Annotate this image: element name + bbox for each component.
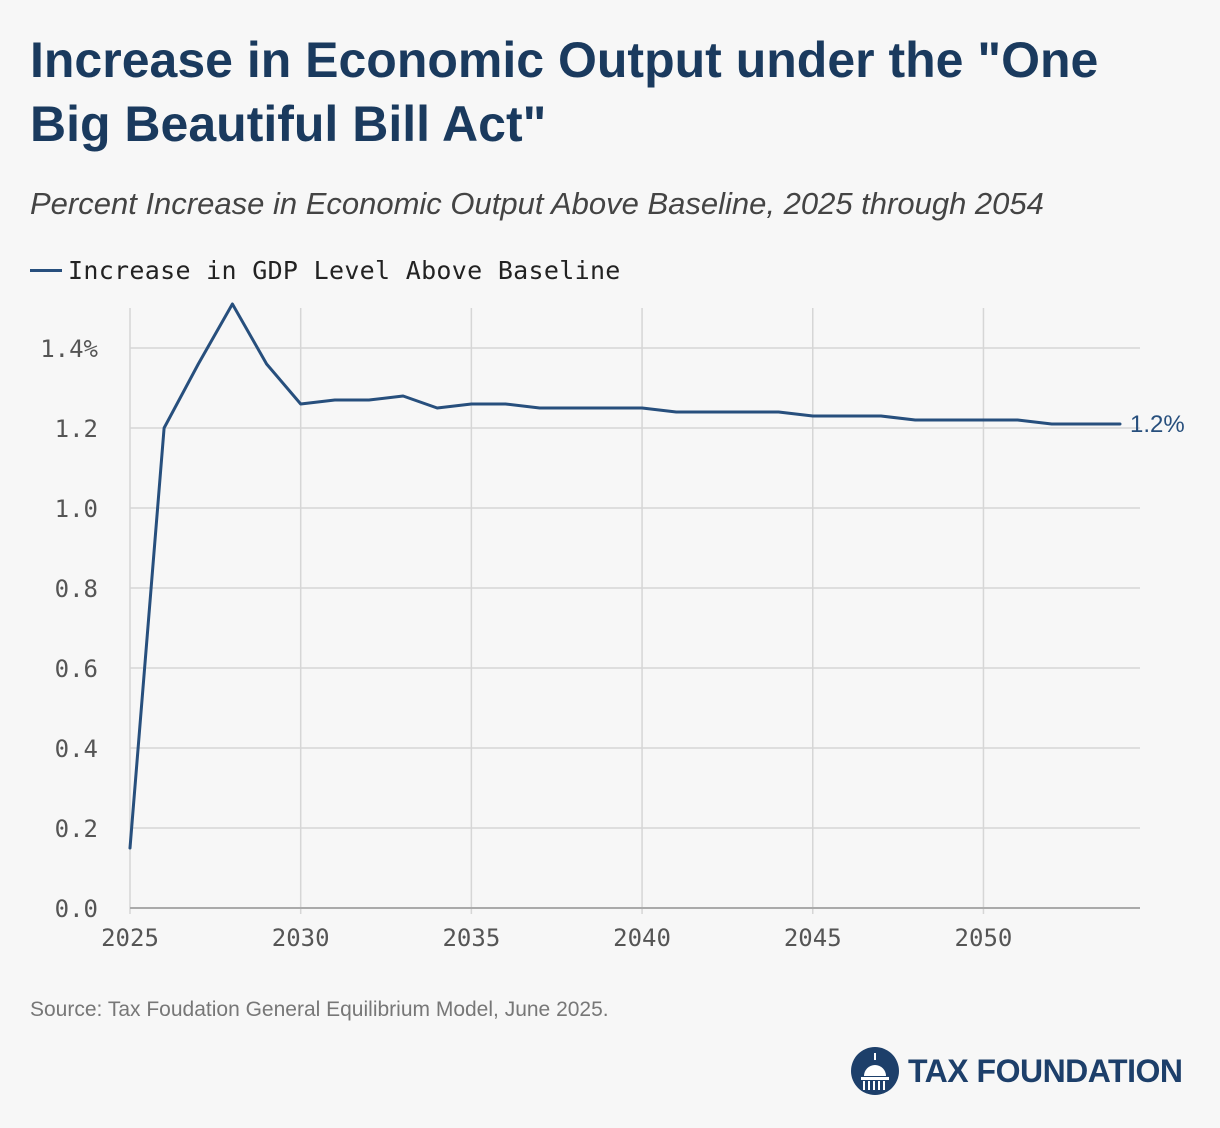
logo-text: TAX FOUNDATION <box>908 1052 1183 1089</box>
chart-title: Increase in Economic Output under the "O… <box>30 32 1099 152</box>
chart-subtitle: Percent Increase in Economic Output Abov… <box>30 186 1044 221</box>
legend-line-swatch <box>30 268 62 272</box>
x-tick-label: 2045 <box>784 924 842 952</box>
y-tick-label: 0.8 <box>55 575 98 603</box>
y-tick-label: 0.6 <box>55 655 98 683</box>
tax-foundation-logo: TAX FOUNDATION <box>850 1045 1183 1097</box>
y-tick-label: 0.2 <box>55 815 98 843</box>
x-tick-label: 2030 <box>272 924 330 952</box>
y-tick-label: 0.0 <box>55 895 98 923</box>
source-note: Source: Tax Foudation General Equilibriu… <box>30 998 609 1021</box>
grid-lines <box>129 308 1140 914</box>
series-layer: 1.2% <box>128 302 1185 850</box>
end-value-label: 1.2% <box>1130 411 1185 438</box>
x-tick-label: 2025 <box>101 924 159 952</box>
tick-labels: 0.0 0.2 0.4 0.6 0.8 1.0 1.2 1.4% 2025 2030 2035 204… <box>40 335 1012 952</box>
x-tick-label: 2035 <box>442 924 500 952</box>
capitol-dome-icon <box>851 1047 899 1095</box>
x-tick-label: 2040 <box>613 924 671 952</box>
y-tick-label: 1.4% <box>40 335 98 363</box>
y-tick-label: 0.4 <box>55 735 98 763</box>
legend-label: Increase in GDP Level Above Baseline <box>68 255 621 285</box>
x-tick-label: 2050 <box>955 924 1013 952</box>
series-line <box>128 302 1122 850</box>
chart-legend: Increase in GDP Level Above Baseline <box>30 252 621 288</box>
y-tick-label: 1.2 <box>55 415 98 443</box>
y-tick-label: 1.0 <box>55 495 98 523</box>
